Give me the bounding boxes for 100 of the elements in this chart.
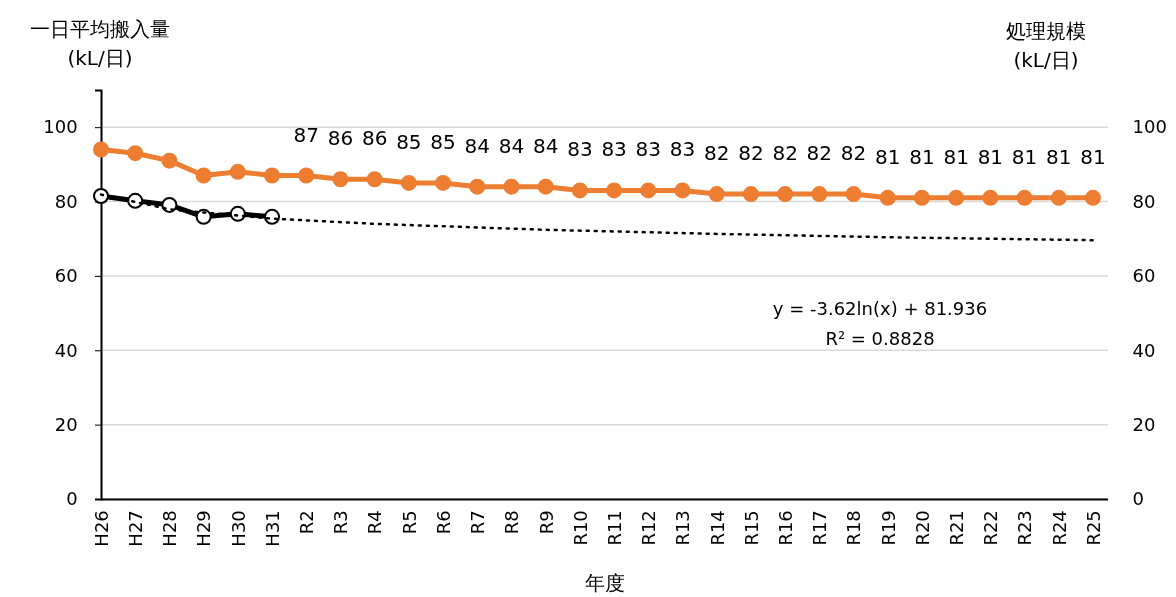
y2-tick-label: 20 bbox=[1132, 413, 1156, 435]
data-label: 81 bbox=[1080, 144, 1106, 169]
point bbox=[811, 186, 828, 203]
y2-tick-label: 80 bbox=[1132, 190, 1156, 212]
x-tick-label: R23 bbox=[1014, 510, 1036, 546]
x-tick-label: R4 bbox=[364, 510, 386, 535]
x-tick-label: R8 bbox=[501, 510, 523, 535]
data-label: 82 bbox=[738, 141, 764, 166]
x-tick-label: H29 bbox=[193, 510, 215, 547]
x-tick-label: H27 bbox=[125, 510, 147, 547]
x-tick-label: H31 bbox=[261, 510, 283, 547]
data-label: 83 bbox=[601, 137, 627, 162]
y-tick-label: 20 bbox=[54, 413, 78, 435]
point bbox=[1050, 189, 1067, 206]
point bbox=[195, 208, 212, 225]
point bbox=[298, 167, 315, 184]
data-label: 82 bbox=[806, 141, 833, 166]
point bbox=[777, 186, 794, 203]
data-label: 87 bbox=[293, 122, 319, 147]
annotation: y = -3.62ln(x) + 81.936 bbox=[772, 298, 988, 319]
point bbox=[127, 145, 144, 162]
data-label: 81 bbox=[875, 144, 901, 169]
point bbox=[913, 189, 930, 206]
x-tick-label: R10 bbox=[569, 510, 591, 546]
data-label: 82 bbox=[772, 141, 798, 166]
x-tick-label: H30 bbox=[227, 510, 249, 547]
point bbox=[640, 182, 657, 199]
x-tick-label: H28 bbox=[159, 510, 181, 547]
x-tick-label: R2 bbox=[296, 510, 318, 535]
point bbox=[93, 187, 109, 204]
point bbox=[161, 152, 178, 169]
point bbox=[332, 171, 349, 188]
point bbox=[229, 163, 246, 180]
point bbox=[742, 186, 759, 203]
point bbox=[845, 186, 862, 203]
point bbox=[366, 171, 383, 188]
data-label: 81 bbox=[977, 144, 1004, 169]
x-tick-label: R20 bbox=[911, 510, 933, 546]
y-tick-label: 60 bbox=[54, 265, 78, 287]
y-tick-label: 80 bbox=[54, 190, 78, 212]
y2-axis-title: 処理規模 (kL/日) bbox=[1006, 19, 1086, 72]
point bbox=[435, 174, 452, 191]
x-tick-label: R3 bbox=[330, 510, 352, 535]
point bbox=[1085, 189, 1101, 206]
x-tick-label: R12 bbox=[638, 510, 660, 546]
y-tick-label: 40 bbox=[54, 339, 78, 361]
point bbox=[879, 189, 896, 206]
point bbox=[264, 167, 281, 184]
data-label: 85 bbox=[430, 129, 456, 154]
point bbox=[400, 174, 417, 191]
x-tick-label: H26 bbox=[90, 510, 112, 547]
x-tick-label: R13 bbox=[672, 510, 694, 546]
data-label: 83 bbox=[567, 137, 593, 162]
x-tick-label: R16 bbox=[774, 510, 796, 546]
y-tick-label: 100 bbox=[43, 116, 78, 138]
y2-tick-label: 60 bbox=[1132, 265, 1156, 287]
x-tick-label: R9 bbox=[535, 510, 557, 535]
data-label: 86 bbox=[361, 126, 388, 151]
point bbox=[195, 167, 212, 184]
point bbox=[982, 189, 999, 206]
data-label: 86 bbox=[327, 126, 354, 151]
data-label: 82 bbox=[704, 141, 730, 166]
point bbox=[503, 178, 520, 195]
data-label: 81 bbox=[1046, 144, 1072, 169]
x-tick-label: R6 bbox=[432, 510, 454, 535]
x-tick-label: R17 bbox=[809, 510, 831, 546]
data-label: 84 bbox=[532, 133, 559, 158]
y2-tick-label: 40 bbox=[1132, 339, 1156, 361]
point bbox=[1016, 189, 1033, 206]
point bbox=[537, 178, 554, 195]
point bbox=[948, 189, 965, 206]
x-tick-label: R5 bbox=[398, 510, 420, 535]
data-label: 83 bbox=[635, 137, 662, 162]
point bbox=[469, 178, 486, 195]
y-axis-title: 一日平均搬入量 (kL/日) bbox=[30, 17, 170, 70]
x-tick-label: R22 bbox=[980, 510, 1002, 546]
x-tick-label: R25 bbox=[1082, 510, 1104, 546]
x-axis-title: 年度 bbox=[584, 571, 625, 595]
data-label: 81 bbox=[1011, 144, 1038, 169]
data-label: 83 bbox=[669, 137, 696, 162]
point bbox=[708, 186, 725, 203]
data-label: 81 bbox=[943, 144, 969, 169]
point bbox=[93, 141, 109, 158]
data-label: 81 bbox=[909, 144, 935, 169]
data-label: 82 bbox=[840, 141, 867, 166]
data-label: 85 bbox=[396, 129, 422, 154]
x-tick-label: R24 bbox=[1048, 510, 1070, 546]
annotation: R² = 0.8828 bbox=[825, 328, 935, 349]
x-tick-label: R11 bbox=[603, 510, 625, 546]
x-tick-label: R19 bbox=[877, 510, 899, 546]
point bbox=[571, 182, 588, 199]
x-tick-label: R15 bbox=[740, 510, 762, 546]
point bbox=[606, 182, 623, 199]
point bbox=[674, 182, 691, 199]
data-label: 84 bbox=[498, 133, 525, 158]
x-tick-label: R14 bbox=[706, 510, 728, 546]
x-tick-label: R21 bbox=[945, 510, 967, 546]
y2-tick-label: 0 bbox=[1132, 488, 1145, 510]
x-tick-label: R7 bbox=[467, 510, 489, 535]
data-label: 84 bbox=[464, 133, 490, 158]
